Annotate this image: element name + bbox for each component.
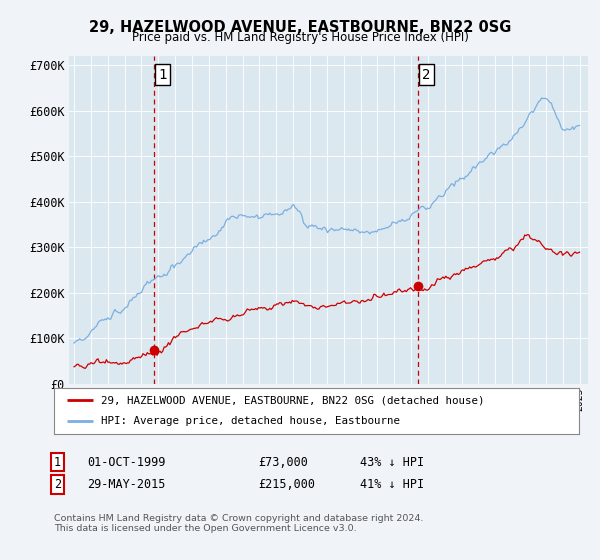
Text: 1: 1 bbox=[54, 455, 61, 469]
Text: £73,000: £73,000 bbox=[258, 455, 308, 469]
Text: 2: 2 bbox=[422, 68, 431, 82]
Text: £215,000: £215,000 bbox=[258, 478, 315, 491]
Text: 2: 2 bbox=[54, 478, 61, 491]
Text: 29-MAY-2015: 29-MAY-2015 bbox=[87, 478, 166, 491]
Text: 29, HAZELWOOD AVENUE, EASTBOURNE, BN22 0SG (detached house): 29, HAZELWOOD AVENUE, EASTBOURNE, BN22 0… bbox=[101, 395, 485, 405]
Text: 43% ↓ HPI: 43% ↓ HPI bbox=[360, 455, 424, 469]
Text: 41% ↓ HPI: 41% ↓ HPI bbox=[360, 478, 424, 491]
Text: Contains HM Land Registry data © Crown copyright and database right 2024.
This d: Contains HM Land Registry data © Crown c… bbox=[54, 514, 424, 534]
Text: 29, HAZELWOOD AVENUE, EASTBOURNE, BN22 0SG: 29, HAZELWOOD AVENUE, EASTBOURNE, BN22 0… bbox=[89, 20, 511, 35]
Text: HPI: Average price, detached house, Eastbourne: HPI: Average price, detached house, East… bbox=[101, 417, 400, 427]
Text: 01-OCT-1999: 01-OCT-1999 bbox=[87, 455, 166, 469]
Text: Price paid vs. HM Land Registry's House Price Index (HPI): Price paid vs. HM Land Registry's House … bbox=[131, 31, 469, 44]
Text: 1: 1 bbox=[158, 68, 167, 82]
